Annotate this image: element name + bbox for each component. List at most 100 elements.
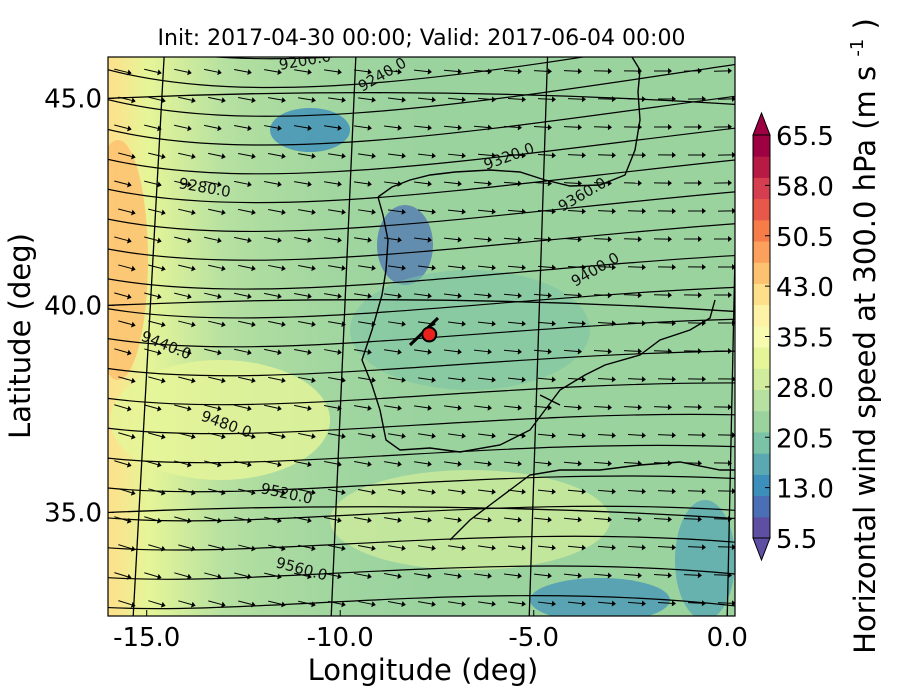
wind-arrow [563,348,582,355]
wind-arrow [294,404,312,412]
parallel-line [108,506,735,520]
wind-arrow [443,292,462,299]
wind-arrow [118,96,136,104]
wind-arrow [477,432,496,439]
colorbar-tick-label: 35.5 [776,324,834,354]
wind-arrow [208,152,226,160]
wind-arrow [354,236,372,243]
wind-arrow [178,264,196,272]
contour-line [108,595,735,610]
colorbar-segment [753,474,770,497]
wind-arrow [238,208,256,216]
wind-arrow [537,544,556,551]
wind-arrow [657,544,676,551]
wind-arrow [473,404,492,411]
location-marker [408,316,440,347]
wind-arrow [413,68,432,75]
wind-arrow [118,432,136,440]
wind-arrow [118,152,136,160]
wind-arrow [238,600,256,608]
wind-arrow [713,460,732,467]
wind-arrow [114,292,132,300]
wind-arrow [234,292,252,300]
colorbar-label-exponent: -1 [847,39,868,57]
wind-arrow [328,432,346,440]
wind-arrow [114,236,132,244]
wind-arrow [683,404,702,411]
wind-arrow [563,460,582,467]
wind-arrow [328,321,346,328]
colorbar-tick-label: 5.5 [776,525,817,555]
wind-arrow [627,600,646,607]
colorbar-tick-label: 58.0 [776,172,834,202]
plot-area: 9200.0 9240.09280.09320.09360.09400.09440… [98,57,745,639]
wind-arrow [713,572,732,579]
wind-arrow [537,320,556,327]
meridian-line [132,57,165,616]
wind-arrow [444,516,462,523]
wind-arrow [264,181,282,188]
wind-arrow [473,124,492,131]
wind-arrow [148,264,166,272]
y-tick-label: 40.0 [44,291,102,321]
wind-arrow [627,208,646,215]
wind-arrow [477,376,496,383]
wind-arrow [358,152,376,159]
wind-arrow [148,376,166,384]
wind-arrow [328,209,346,215]
wind-arrow [264,348,282,356]
colorbar-tick-label: 13.0 [776,475,834,505]
wind-arrow [593,516,612,523]
wind-arrow [477,264,496,271]
x-tick-label: -5.0 [508,623,559,653]
wind-arrow [383,68,402,75]
wind-arrow [593,124,612,131]
wind-arrow [447,96,466,103]
wind-arrow [144,516,162,524]
wind-arrow [653,124,672,131]
colorbar-label: Horizontal wind speed at 300.0 hPa (m s … [836,18,882,654]
wind-arrow [533,460,552,467]
wind-arrow [563,516,582,523]
coastline [361,57,735,541]
wind-arrow [537,264,556,271]
colorbar-segment [753,347,770,369]
contour-line [98,625,745,639]
wind-arrow [148,96,166,104]
wind-arrow [713,292,732,299]
wind-arrow [234,572,252,580]
wind-arrow [418,432,436,439]
wind-arrow [204,124,222,132]
wind-arrow [358,96,376,103]
contour-line [209,57,343,60]
wind-arrow [268,320,286,328]
wind-arrow [268,97,286,103]
wind-arrow [414,292,432,299]
colorbar-segment [753,198,770,221]
wind-arrow [114,348,132,356]
wind-arrow [683,179,702,186]
wind-arrow [503,404,522,411]
wind-arrow [118,376,136,384]
wind-arrow [597,152,616,159]
wind-arrow [264,572,282,580]
wind-arrow [388,264,406,271]
wind-arrow [443,236,462,243]
colorbar-segment [753,389,770,412]
wind-arrow [174,348,192,356]
wind-arrow [683,236,702,243]
wind-arrow [657,208,676,215]
wind-arrow [354,461,372,468]
wind-arrow [294,348,312,356]
wind-arrow [503,236,522,243]
wind-arrow [567,600,586,607]
wind-arrow [473,68,492,75]
wind-arrow [148,544,166,552]
wind-arrow [567,432,586,439]
wind-arrow [717,488,735,495]
x-tick-label: -15.0 [113,623,180,653]
wind-arrow [358,433,376,440]
wind-arrow [627,152,646,159]
wind-arrow [448,376,466,383]
wind-arrow [683,572,702,579]
